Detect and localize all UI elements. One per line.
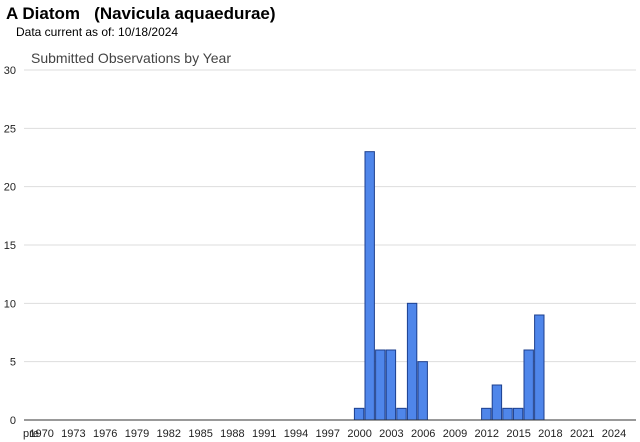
bar-2015	[512, 407, 524, 421]
y-tick-label: 0	[10, 415, 16, 427]
y-tick-label: 30	[4, 65, 16, 77]
x-tick-label: pre	[23, 428, 39, 440]
bar-2000	[353, 407, 365, 421]
bar-2017	[534, 314, 545, 421]
bar-2005	[406, 302, 418, 421]
bar-2004	[396, 407, 407, 421]
y-tick-label: 20	[4, 182, 16, 194]
page-title: A Diatom (Navicula aquaedurae)	[6, 4, 276, 23]
x-tick-label: 1985	[188, 428, 212, 440]
x-tick-label: 1973	[61, 428, 85, 440]
bars	[353, 151, 545, 421]
x-tick-label: 1994	[284, 428, 308, 440]
x-tick-label: 1982	[157, 428, 181, 440]
bar-2002	[375, 349, 386, 421]
x-tick-label: 1970	[29, 428, 53, 440]
chart-title: Submitted Observations by Year	[31, 50, 231, 66]
y-axis-ticks: 0 5 10 15 20 25 30	[4, 65, 16, 427]
x-tick-label: 2000	[347, 428, 371, 440]
x-tick-label: 2021	[570, 428, 594, 440]
x-tick-label: 2009	[443, 428, 467, 440]
x-tick-label: 1988	[220, 428, 244, 440]
bar-2013	[491, 384, 503, 421]
bar-2012	[481, 407, 492, 421]
x-tick-label: 1979	[125, 428, 149, 440]
x-tick-label: 2012	[475, 428, 499, 440]
y-tick-label: 15	[4, 240, 16, 252]
x-tick-label: 2006	[411, 428, 435, 440]
x-tick-label: 1997	[316, 428, 340, 440]
x-tick-label: 2018	[538, 428, 562, 440]
x-tick-label: 2024	[602, 428, 626, 440]
bar-2014	[502, 407, 513, 421]
bar-2003	[385, 349, 397, 421]
x-tick-label: 2015	[506, 428, 530, 440]
y-tick-label: 5	[10, 357, 16, 369]
x-tick-label: 1976	[93, 428, 117, 440]
y-tick-label: 10	[4, 298, 16, 310]
x-tick-label: 2003	[379, 428, 403, 440]
bar-2001	[364, 151, 375, 421]
bar-2016	[523, 349, 534, 421]
x-tick-label: 1991	[252, 428, 276, 440]
data-current-date: Data current as of: 10/18/2024	[16, 25, 179, 39]
grid-lines	[24, 69, 636, 363]
bar-2006	[417, 361, 428, 421]
y-tick-label: 25	[4, 123, 16, 135]
